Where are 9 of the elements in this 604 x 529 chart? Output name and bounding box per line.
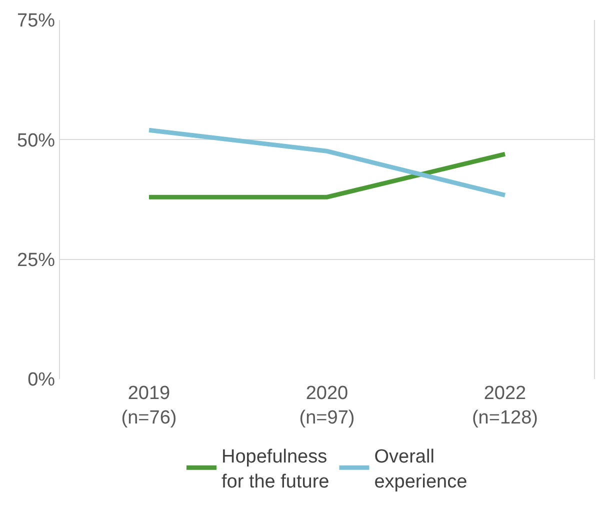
x-tick-label: 2019 (n=76) xyxy=(121,383,177,429)
y-tick-label: 75% xyxy=(17,10,56,32)
y-tick-label: 50% xyxy=(17,130,56,152)
y-tick-label: 25% xyxy=(17,250,56,271)
x-tick-label: 2022 (n=128) xyxy=(472,383,538,429)
legend-label: Overall experience xyxy=(374,446,468,492)
legend-label: Hopefulness for the future xyxy=(222,446,330,492)
x-tick-label: 2020 (n=97) xyxy=(299,383,355,429)
y-tick-label: 0% xyxy=(28,370,56,391)
